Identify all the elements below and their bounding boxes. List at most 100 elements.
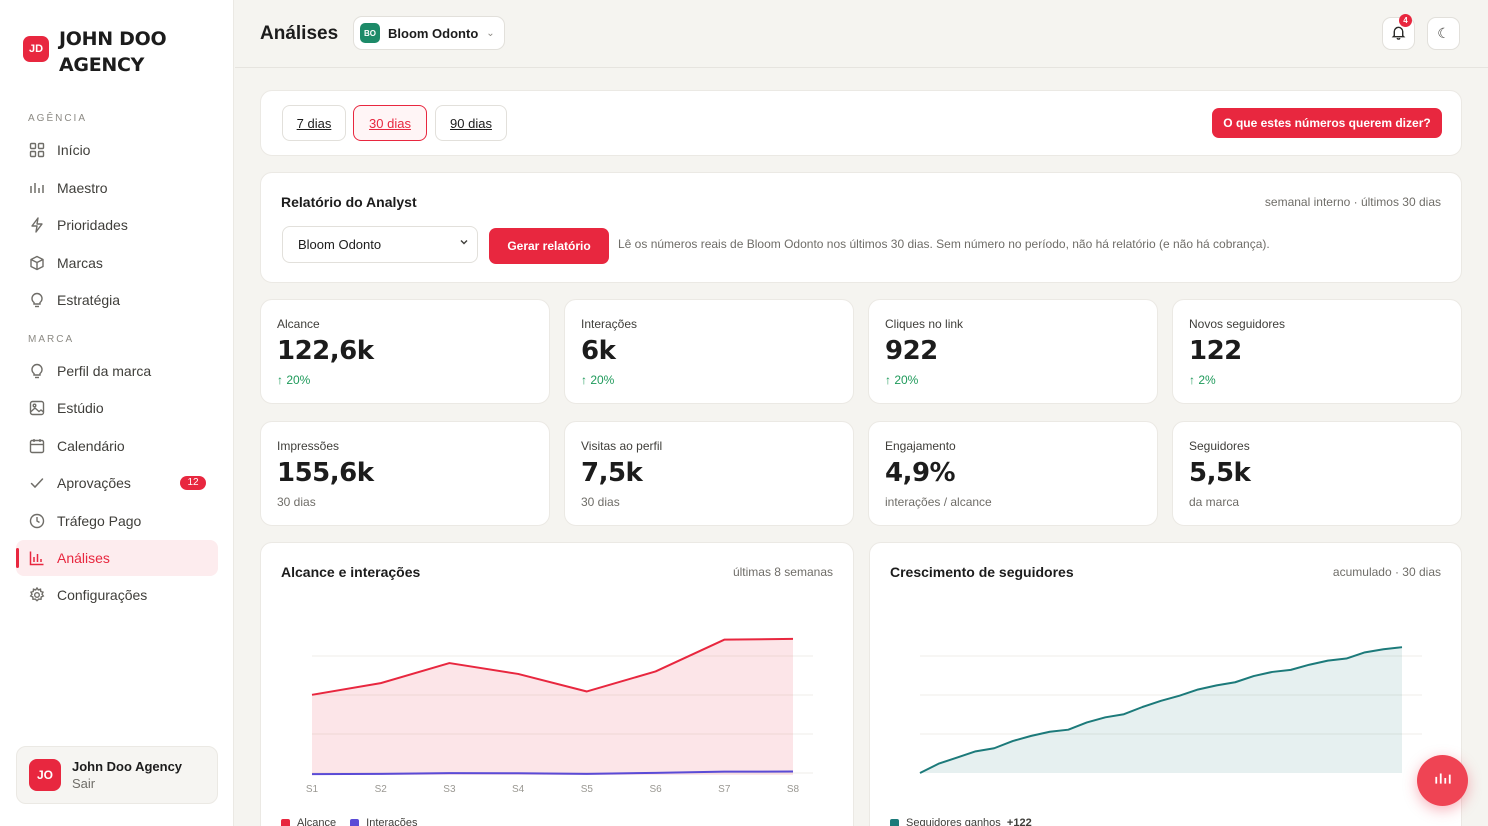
sidebar-item-marcas[interactable]: Marcas [16,245,218,281]
image-icon [28,399,46,417]
legend-item: Interações [350,817,418,826]
reach-chart: S1 S2 S3 S4 S5 S6 S7 S8 [306,637,813,795]
client-selector[interactable]: BO Bloom Odonto ⌄ [353,16,505,50]
chevron-down-icon [459,237,469,250]
legend-label: Alcance [297,817,337,826]
sidebar-item-estrategia[interactable]: Estratégia [16,282,218,318]
avatar: JO [29,759,61,791]
sidebar-item-label: Marcas [57,255,103,271]
page-title: Análises [260,23,339,44]
analyst-report-card: Relatório do Analyst semanal interno · ú… [260,172,1462,283]
logout-link[interactable]: Sair [72,776,96,791]
sidebar-item-inicio[interactable]: Início [16,132,218,168]
user-info: John Doo Agency Sair [72,759,182,791]
bar-chart-icon [1434,769,1452,792]
brand-name: JOHN DOO AGENCY [59,26,167,78]
legend-item: Alcance [281,817,336,826]
kpi-card-engajamento: Engajamento 4,9% interações / alcance [868,421,1158,526]
range-30-dias-button[interactable]: 30 dias [353,105,427,141]
kpi-label: Engajamento [885,439,956,453]
brand[interactable]: JD JOHN DOO AGENCY [23,26,167,78]
analytics-fab-button[interactable] [1417,755,1468,806]
kpi-card-visitas-ao-perfil: Visitas ao perfil 7,5k 30 dias [564,421,854,526]
sidebar-item-label: Estúdio [57,400,104,416]
range-90-dias-button[interactable]: 90 dias [435,105,507,141]
x-tick-label: S5 [581,784,594,795]
kpi-change: ↑ 20% [581,373,615,387]
notification-count-badge: 4 [1399,14,1412,27]
sidebar-item-label: Prioridades [57,217,128,233]
sidebar-item-label: Aprovações [57,475,131,491]
sidebar-item-configuracoes[interactable]: Configurações [16,577,218,613]
report-client-select[interactable]: Bloom Odonto [282,226,478,263]
user-card[interactable]: JO John Doo Agency Sair [16,746,218,804]
kpi-card-alcance: Alcance 122,6k ↑ 20% [260,299,550,404]
report-description: Lê os números reais de Bloom Odonto nos … [618,237,1270,251]
explain-numbers-button[interactable]: O que estes números querem dizer? [1212,108,1442,138]
sidebar: JD JOHN DOO AGENCY AGÊNCIA Início Maestr… [0,0,234,826]
kpi-value: 5,5k [1189,458,1251,488]
sidebar-item-trafego-pago[interactable]: Tráfego Pago [16,503,218,539]
brand-name-line1: JOHN DOO [59,28,167,50]
kpi-value: 7,5k [581,458,643,488]
user-name: John Doo Agency [72,759,183,774]
generate-report-button[interactable]: Gerar relatório [489,228,609,264]
chart-title: Crescimento de seguidores [890,564,1074,580]
kpi-change: ↑ 20% [885,373,919,387]
legend-item: Seguidores ganhos +122 [890,817,1032,826]
sidebar-item-aprovacoes[interactable]: Aprovações 12 [16,465,218,501]
x-tick-label: S8 [787,784,800,795]
approvals-count-badge: 12 [180,476,206,490]
sidebar-item-label: Estratégia [57,292,121,308]
kpi-value: 155,6k [277,458,374,488]
x-tick-label: S6 [649,784,662,795]
bell-icon [1391,25,1406,43]
sidebar-item-maestro[interactable]: Maestro [16,170,218,206]
bolt-icon [28,216,46,234]
sidebar-item-estudio[interactable]: Estúdio [16,390,218,426]
theme-toggle-button[interactable]: ☾ [1427,17,1460,50]
kpi-sub: da marca [1189,495,1240,509]
reach-chart-card: Alcance e interações últimas 8 semanas S… [260,542,854,826]
kpi-value: 6k [581,336,616,366]
sidebar-item-label: Perfil da marca [57,363,152,379]
kpi-card-seguidores: Seguidores 5,5k da marca [1172,421,1462,526]
legend-label: Interações [366,817,418,826]
sidebar-item-label: Maestro [57,180,108,196]
legend-swatch [350,818,360,826]
report-title: Relatório do Analyst [281,194,417,210]
kpi-label: Seguidores [1189,439,1250,453]
series-line-alcance [311,637,794,696]
sidebar-item-perfil-da-marca[interactable]: Perfil da marca [16,353,218,389]
sidebar-item-calendario[interactable]: Calendário [16,428,218,464]
kpi-label: Novos seguidores [1189,317,1286,331]
chart-meta: acumulado · 30 dias [1332,565,1441,579]
x-tick-label: S7 [718,784,731,795]
notifications-button[interactable]: 4 [1382,14,1415,50]
kpi-value: 922 [885,336,938,366]
kpi-card-interacoes: Interações 6k ↑ 20% [564,299,854,404]
sidebar-item-label: Calendário [57,438,125,454]
chevron-down-icon: ⌄ [486,27,495,39]
sidebar-item-label: Início [57,142,91,158]
x-tick-label: S3 [443,784,456,795]
series-area-seguidores [920,647,1402,773]
calendar-icon [28,437,46,455]
kpi-card-cliques-no-link: Cliques no link 922 ↑ 20% [868,299,1158,404]
report-client-select-value: Bloom Odonto [298,237,382,252]
range-7-dias-button[interactable]: 7 dias [282,105,346,141]
sidebar-item-prioridades[interactable]: Prioridades [16,207,218,243]
x-tick-label: S2 [375,784,388,795]
kpi-value: 4,9% [885,458,956,488]
brand-name-line2: AGENCY [59,54,145,76]
x-tick-label: S1 [306,784,319,795]
x-tick-label: S4 [512,784,525,795]
kpi-label: Alcance [277,317,320,331]
sidebar-item-analises[interactable]: Análises [16,540,218,576]
followers-growth-chart [919,646,1422,774]
lightbulb-icon [28,362,46,380]
growth-chart-legend: Seguidores ganhos +122 [890,817,1046,826]
lightbulb-icon [28,291,46,309]
kpi-label: Visitas ao perfil [581,439,663,453]
filter-bar: 7 dias 30 dias 90 dias O que estes númer… [260,90,1462,156]
